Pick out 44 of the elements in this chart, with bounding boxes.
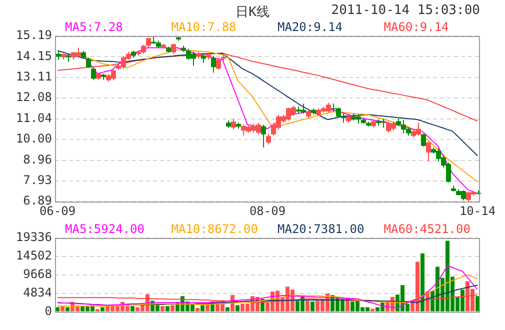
bar xyxy=(476,296,480,312)
bar xyxy=(130,306,134,312)
y-tick-label: 9668 xyxy=(23,267,52,282)
y-tick-label: 0 xyxy=(44,304,52,318)
bar xyxy=(66,307,70,312)
text: MA10:8672.00 xyxy=(171,222,258,236)
bar xyxy=(200,305,204,312)
x-tick-label: 08-09 xyxy=(249,204,286,218)
y-tick-label: 8.96 xyxy=(23,152,52,166)
bar xyxy=(56,307,60,312)
text: MA20:7381.00 xyxy=(278,222,364,236)
bar xyxy=(306,300,310,312)
text: MA20:9.14 xyxy=(278,20,343,34)
y-tick-label: 10.00 xyxy=(16,132,52,146)
bar xyxy=(206,304,210,312)
x-tick-label: 10-14 xyxy=(459,204,496,218)
y-tick-label: 11.04 xyxy=(16,110,52,125)
text: MA5:5924.00 xyxy=(65,222,144,236)
bar xyxy=(226,307,230,312)
y-tick-label: 7.93 xyxy=(23,172,52,187)
x-tick-label: 06-09 xyxy=(39,204,76,218)
y-tick-label: 19336 xyxy=(16,230,52,244)
bar xyxy=(310,301,314,312)
bar xyxy=(420,253,424,312)
bar xyxy=(370,308,374,312)
text: MA60:9.14 xyxy=(384,20,449,34)
bar xyxy=(236,305,240,312)
y-tick-label: 4834 xyxy=(23,285,52,300)
bar xyxy=(160,306,164,312)
chart-title: 日K线 xyxy=(236,5,270,20)
bar xyxy=(100,307,104,312)
bar xyxy=(166,306,170,312)
bar xyxy=(60,306,64,312)
series-label: MA10:7.88 xyxy=(171,20,236,34)
bar xyxy=(196,308,200,312)
y-tick-label: 13.11 xyxy=(16,70,52,84)
text: MA60:4521.00 xyxy=(384,222,470,236)
text: 2011-10-14 15:03:00 xyxy=(331,3,480,18)
bar xyxy=(170,305,174,312)
y-tick-label: 14.15 xyxy=(16,48,52,63)
y-tick-label: 14502 xyxy=(16,248,52,263)
y-tick-label: 12.08 xyxy=(16,90,52,104)
series-label: MA5:7.28 xyxy=(65,20,123,34)
y-tick-label: 15.19 xyxy=(16,28,52,42)
